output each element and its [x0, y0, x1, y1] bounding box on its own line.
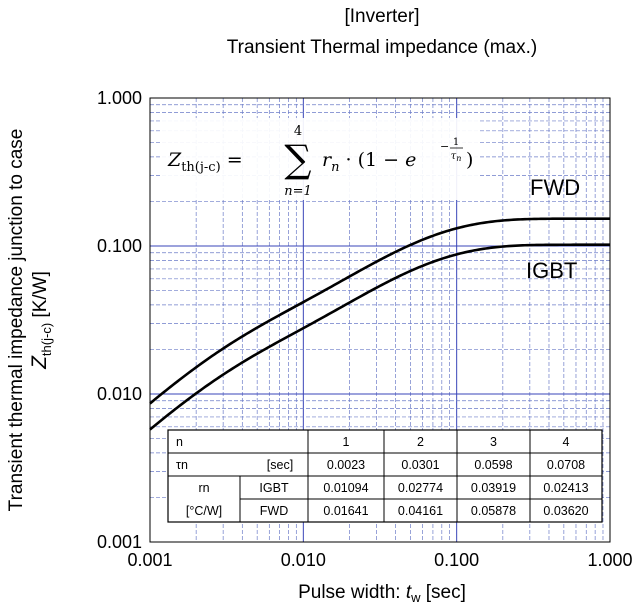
- formula-lhs: Zth(j-c) =: [167, 149, 243, 175]
- formula-exp-base: e: [405, 149, 416, 171]
- table-header-index: 2: [417, 435, 424, 449]
- formula-sum-top: 4: [294, 124, 302, 139]
- y-tick-label: 0.001: [97, 532, 142, 552]
- tick-labels: 0.001 0.010 0.100 1.000 0.001 0.010 0.100 1.000: [97, 88, 633, 570]
- x-axis-label-prefix: Pulse width:: [298, 582, 406, 603]
- curves: [149, 217, 610, 431]
- formula-sigma: ∑: [284, 137, 311, 181]
- formula-body: rn · (1 − e: [322, 149, 416, 175]
- x-tick-label: 1.000: [587, 550, 632, 570]
- table-header-index: 3: [490, 435, 497, 449]
- formula-equals: =: [221, 149, 243, 171]
- table-fwd-value: 0.01641: [323, 504, 368, 518]
- table-header-index: 1: [343, 435, 350, 449]
- y-tick-label: 0.100: [97, 236, 142, 256]
- y-axis-label-line1: Transient thermal impedance junction to …: [6, 129, 27, 512]
- table-fwd-value: 0.05878: [471, 504, 516, 518]
- x-tick-label: 0.001: [127, 550, 172, 570]
- series-label-igbt: IGBT: [526, 258, 577, 283]
- y-tick-label: 0.010: [97, 384, 142, 404]
- x-tick-label: 0.100: [434, 550, 479, 570]
- table-igbt-label: IGBT: [259, 481, 289, 495]
- chart-title-line-1: [Inverter]: [345, 6, 420, 27]
- series-label-fwd: FWD: [530, 175, 580, 200]
- formula-term-sub: n: [331, 160, 339, 175]
- x-tick-label: 0.010: [281, 550, 326, 570]
- table-igbt-value: 0.01094: [323, 481, 368, 495]
- formula-lhs-var: Z: [167, 149, 182, 171]
- x-axis-label-var: t: [406, 582, 412, 603]
- series-line-igbt: [149, 243, 610, 431]
- x-axis-label: Pulse width: tw [sec]: [298, 582, 466, 605]
- table-igbt-value: 0.02774: [398, 481, 443, 495]
- plot-frame: [149, 97, 611, 543]
- table-tau-value: 0.0023: [327, 458, 365, 472]
- formula-box: Zth(j-c) = 4 ∑ n=1 rn · (1 − e − 1 τn ): [160, 118, 478, 200]
- table-tau-value: 0.0598: [474, 458, 512, 472]
- table-igbt-value: 0.03919: [471, 481, 516, 495]
- table-r-unit: [°C/W]: [186, 504, 222, 518]
- formula-paren-close: ): [466, 149, 473, 171]
- table-fwd-label: FWD: [260, 504, 288, 518]
- table-tau-value: 0.0301: [401, 458, 439, 472]
- y-axis-label-sub: th(j-c): [39, 323, 54, 356]
- table-fwd-value: 0.03620: [543, 504, 588, 518]
- formula-sum-bottom: n=1: [284, 184, 312, 199]
- table-header-index: 4: [563, 435, 570, 449]
- table-tau-unit: [sec]: [267, 458, 293, 472]
- formula-background: [160, 118, 478, 200]
- formula-exp-num: 1: [453, 137, 459, 148]
- y-axis-label-unit: [K/W]: [30, 271, 51, 323]
- table-r-label: rn: [198, 481, 209, 495]
- x-axis-label-sub: w: [410, 590, 421, 605]
- y-axis-label-line2: Zth(j-c) [K/W]: [28, 271, 54, 370]
- formula-exponent: −: [440, 140, 449, 153]
- table-tau-label: τn: [176, 458, 188, 472]
- y-tick-label: 1.000: [97, 88, 142, 108]
- y-axis-label-var: Z: [28, 355, 51, 370]
- formula-exp-den: τn: [451, 151, 462, 163]
- table-fwd-value: 0.04161: [398, 504, 443, 518]
- formula-lhs-sub: th(j-c): [181, 160, 220, 175]
- parameter-table: n 1 2 3 4 τn [sec] 0.0023 0.0301 0.0598 0.0708 rn [°…: [167, 429, 603, 523]
- chart-title-line-2: Transient Thermal impedance (max.): [227, 37, 537, 58]
- x-axis-label-suffix: [sec]: [421, 582, 466, 603]
- table-header-n: n: [176, 435, 183, 449]
- formula-term: r: [322, 149, 333, 171]
- formula-paren-open: · (1 −: [339, 149, 405, 171]
- table-igbt-value: 0.02413: [543, 481, 588, 495]
- series-line-fwd: [149, 217, 610, 405]
- table-tau-value: 0.0708: [547, 458, 585, 472]
